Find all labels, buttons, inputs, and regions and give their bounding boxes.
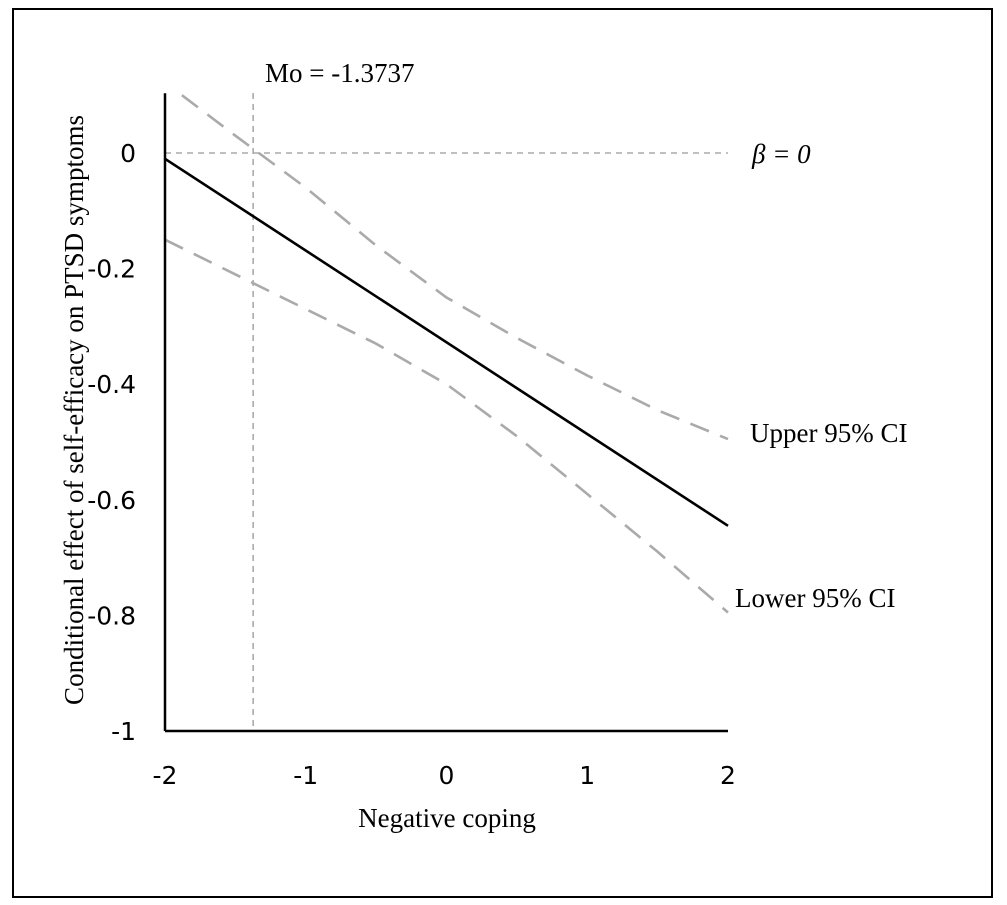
label-mo: Mo = -1.3737 bbox=[265, 58, 414, 88]
label-upper-95-ci: Upper 95% CI bbox=[750, 418, 907, 448]
label-beta-zero: β = 0 bbox=[751, 139, 811, 169]
y-tick-label: -0.8 bbox=[87, 601, 136, 630]
upper-ci-line bbox=[181, 94, 729, 441]
x-tick-label: -2 bbox=[153, 761, 178, 790]
figure-frame bbox=[12, 8, 993, 898]
x-axis-label: Negative coping bbox=[358, 803, 536, 833]
lower-ci-line bbox=[164, 238, 729, 614]
regression-line bbox=[164, 157, 729, 527]
y-tick-label: -0.4 bbox=[87, 370, 136, 399]
y-tick-label: -0.6 bbox=[87, 486, 136, 515]
label-lower-95-ci: Lower 95% CI bbox=[735, 583, 895, 613]
y-tick-label: 0 bbox=[120, 139, 136, 168]
x-tick-label: -1 bbox=[293, 761, 318, 790]
y-tick-label: -1 bbox=[111, 717, 136, 746]
y-axis-label: Conditional effect of self-efficacy on P… bbox=[59, 115, 89, 705]
x-tick-label: 2 bbox=[720, 761, 736, 790]
y-tick-label: -0.2 bbox=[87, 255, 136, 284]
x-tick-label: 1 bbox=[579, 761, 595, 790]
x-tick-label: 0 bbox=[439, 761, 455, 790]
